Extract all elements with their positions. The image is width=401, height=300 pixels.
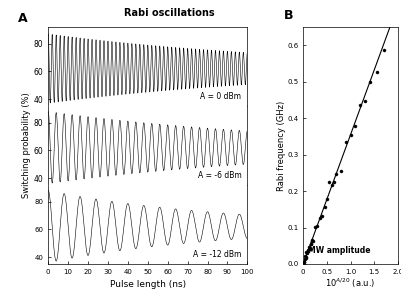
Text: B: B (284, 9, 293, 22)
Text: MW amplitude: MW amplitude (307, 245, 369, 254)
X-axis label: Pulse length (ns): Pulse length (ns) (109, 280, 185, 290)
Y-axis label: Rabi frequency (GHz): Rabi frequency (GHz) (276, 100, 285, 190)
Y-axis label: Switching probability (%): Switching probability (%) (22, 93, 31, 198)
Text: A = -6 dBm: A = -6 dBm (197, 171, 241, 180)
Text: A: A (18, 12, 28, 26)
Text: A = -12 dBm: A = -12 dBm (192, 250, 241, 259)
Text: A = 0 dBm: A = 0 dBm (200, 92, 241, 101)
Text: Rabi oscillations: Rabi oscillations (123, 8, 214, 18)
X-axis label: 10$^{A/20}$ (a.u.): 10$^{A/20}$ (a.u.) (324, 276, 375, 290)
